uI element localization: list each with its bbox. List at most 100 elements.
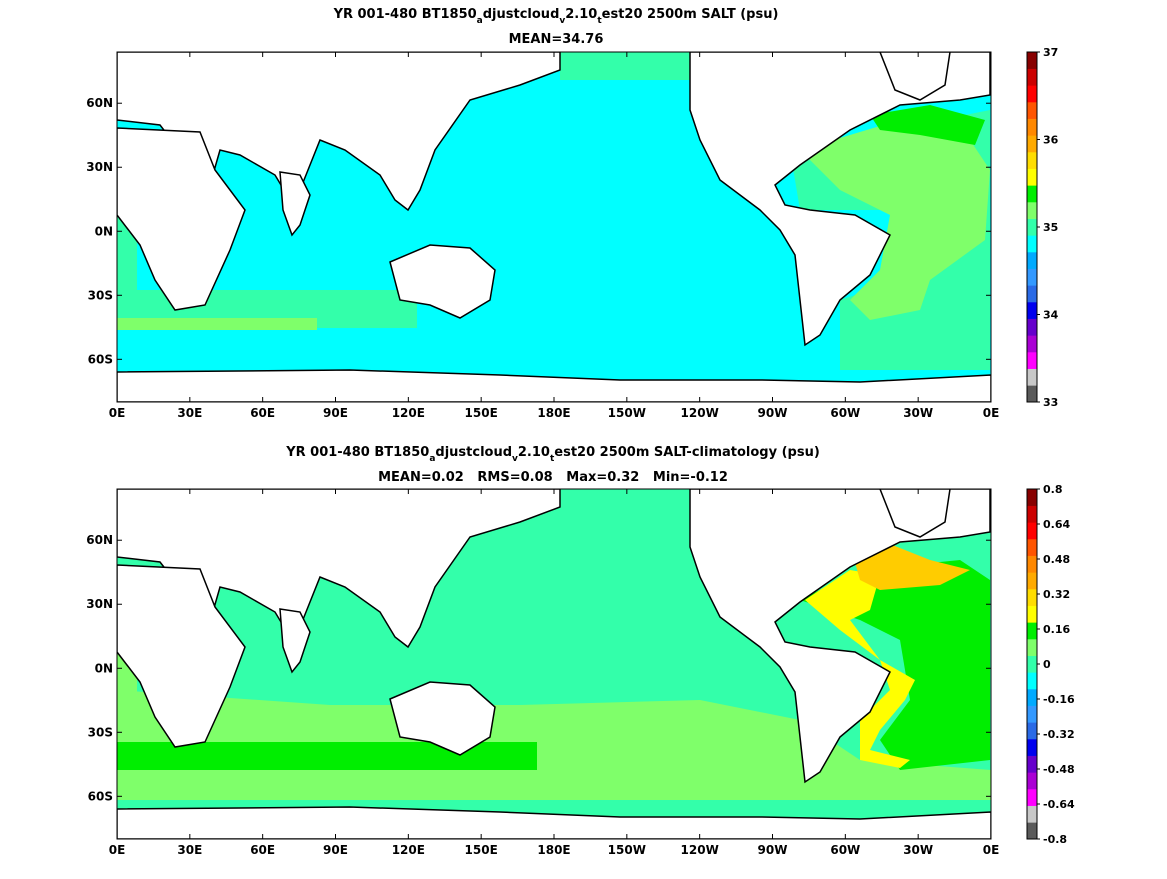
top-x-tick-label: 120W xyxy=(681,406,719,420)
top-x-tick-label: 90E xyxy=(323,406,348,420)
top-colorbar-swatch xyxy=(1027,218,1037,236)
bottom-colorbar-swatch xyxy=(1027,522,1037,540)
bottom-colorbar-swatch xyxy=(1027,739,1037,756)
bottom-y-tick-label: 30S xyxy=(88,725,113,739)
top-colorbar-swatch xyxy=(1027,302,1037,319)
bottom-land-india xyxy=(279,608,311,674)
bottom-x-tick-label: 30E xyxy=(177,843,202,857)
bottom-panel: YR 001-480 BT1850adjustcloudv2.10test20 … xyxy=(86,445,1075,857)
bottom-colorbar-label: 0.48 xyxy=(1043,553,1070,566)
bottom-colorbar-swatch xyxy=(1027,805,1037,823)
bottom-colorbar-label: -0.32 xyxy=(1043,728,1075,741)
top-colorbar: 37 36 35 34 33 xyxy=(1026,46,1059,409)
top-panel: YR 001-480 BT1850adjustcloudv2.10test20 … xyxy=(86,7,1058,420)
top-x-tick-label: 150E xyxy=(465,406,498,420)
top-colorbar-swatch xyxy=(1027,168,1037,186)
top-subtitle: MEAN=34.76 xyxy=(509,32,604,47)
bottom-colorbar-label: -0.8 xyxy=(1043,833,1067,846)
bottom-colorbar-swatch xyxy=(1027,822,1037,840)
top-land-india xyxy=(279,171,311,237)
top-axes: 0E 30E 60E 90E 120E 150E 180E 150W 120W 90W 60W 30W… xyxy=(86,52,999,420)
top-x-tick-label: 180E xyxy=(537,406,570,420)
bottom-colorbar-swatch xyxy=(1027,705,1037,723)
bottom-x-tick-label: 60W xyxy=(830,843,860,857)
bottom-map xyxy=(117,489,991,839)
bottom-land-americas xyxy=(689,489,991,784)
bottom-x-tick-label: 90W xyxy=(758,843,788,857)
top-colorbar-swatch xyxy=(1027,202,1037,219)
top-title: YR 001-480 BT1850adjustcloudv2.10test20 … xyxy=(333,7,779,26)
top-x-tick-label: 60E xyxy=(250,406,275,420)
bottom-colorbar-label: 0.8 xyxy=(1043,483,1063,496)
top-map xyxy=(117,52,991,402)
bottom-subtitle: MEAN=0.02 RMS=0.08 Max=0.32 Min=-0.12 xyxy=(378,470,728,485)
bottom-colorbar-label: -0.48 xyxy=(1043,763,1075,776)
bottom-colorbar-label: 0.64 xyxy=(1043,518,1070,531)
top-x-tick-label: 60W xyxy=(830,406,860,420)
top-x-tick-label: 90W xyxy=(758,406,788,420)
top-colorbar-swatch xyxy=(1027,318,1037,336)
bottom-colorbar-swatch xyxy=(1027,505,1037,523)
top-colorbar-swatch xyxy=(1027,118,1037,136)
top-colorbar-swatch xyxy=(1027,68,1037,86)
top-x-tick-label: 0E xyxy=(983,406,1000,420)
bottom-colorbar-swatch xyxy=(1027,589,1037,606)
bottom-colorbar: 0.8 0.64 0.48 0.32 0.16 0 -0.16 -0.32 -0.48 -0.64… xyxy=(1026,483,1075,846)
top-colorbar-swatch xyxy=(1027,268,1037,286)
top-atlantic-light xyxy=(800,120,990,320)
bottom-x-tick-label: 60E xyxy=(250,843,275,857)
top-southern-light xyxy=(117,318,317,330)
bottom-x-tick-label: 150W xyxy=(608,843,646,857)
bottom-y-tick-label: 60N xyxy=(86,533,113,547)
top-colorbar-label: 33 xyxy=(1043,396,1058,409)
bottom-colorbar-label: 0.16 xyxy=(1043,623,1070,636)
bottom-colorbar-swatch xyxy=(1027,489,1037,506)
bottom-land-australia xyxy=(389,681,496,756)
top-colorbar-swatch xyxy=(1027,352,1037,369)
top-colorbar-swatch xyxy=(1027,335,1037,353)
bottom-land-greenland xyxy=(879,489,951,538)
top-y-tick-label: 60N xyxy=(86,96,113,110)
top-atlantic-north-green xyxy=(870,105,985,145)
top-colorbar-swatch xyxy=(1027,185,1037,203)
bottom-colorbar-swatch xyxy=(1027,772,1037,790)
top-x-tick-label: 30W xyxy=(903,406,933,420)
bottom-colorbar-label: 0 xyxy=(1043,658,1051,671)
top-colorbar-swatch xyxy=(1027,52,1037,69)
bottom-y-tick-label: 30N xyxy=(86,597,113,611)
bottom-title: YR 001-480 BT1850adjustcloudv2.10test20 … xyxy=(285,445,820,464)
bottom-colorbar-swatch xyxy=(1027,689,1037,706)
top-colorbar-label: 36 xyxy=(1043,134,1059,147)
bottom-atlantic-yellow xyxy=(805,570,915,768)
top-colorbar-swatch xyxy=(1027,102,1037,119)
bottom-south-light xyxy=(117,690,991,800)
bottom-colorbar-swatch xyxy=(1027,722,1037,740)
bottom-colorbar-label: 0.32 xyxy=(1043,588,1070,601)
top-y-tick-label: 60S xyxy=(88,352,113,366)
top-x-tick-label: 150W xyxy=(608,406,646,420)
bottom-colorbar-swatch xyxy=(1027,639,1037,656)
top-land-americas xyxy=(689,52,991,347)
top-colorbar-label: 35 xyxy=(1043,221,1058,234)
top-colorbar-swatch xyxy=(1027,368,1037,386)
top-y-tick-label: 30S xyxy=(88,288,113,302)
top-land-antarctica xyxy=(117,369,991,402)
top-colorbar-swatch xyxy=(1027,285,1037,303)
top-colorbar-swatch xyxy=(1027,252,1037,269)
bottom-colorbar-swatch xyxy=(1027,655,1037,673)
bottom-colorbar-swatch xyxy=(1027,555,1037,573)
top-x-tick-label: 120E xyxy=(392,406,425,420)
top-y-tick-label: 0N xyxy=(95,224,113,238)
top-land-australia xyxy=(389,244,496,319)
bottom-colorbar-swatch xyxy=(1027,539,1037,556)
top-colorbar-label: 34 xyxy=(1043,309,1059,322)
bottom-colorbar-label: -0.64 xyxy=(1043,798,1075,811)
bottom-x-tick-label: 30W xyxy=(903,843,933,857)
bottom-land xyxy=(117,489,991,839)
bottom-colorbar-swatch xyxy=(1027,605,1037,623)
top-colorbar-swatch xyxy=(1027,135,1037,153)
top-colorbar-swatch xyxy=(1027,385,1037,403)
bottom-colorbar-label: -0.16 xyxy=(1043,693,1075,706)
top-colorbar-swatch xyxy=(1027,152,1037,169)
